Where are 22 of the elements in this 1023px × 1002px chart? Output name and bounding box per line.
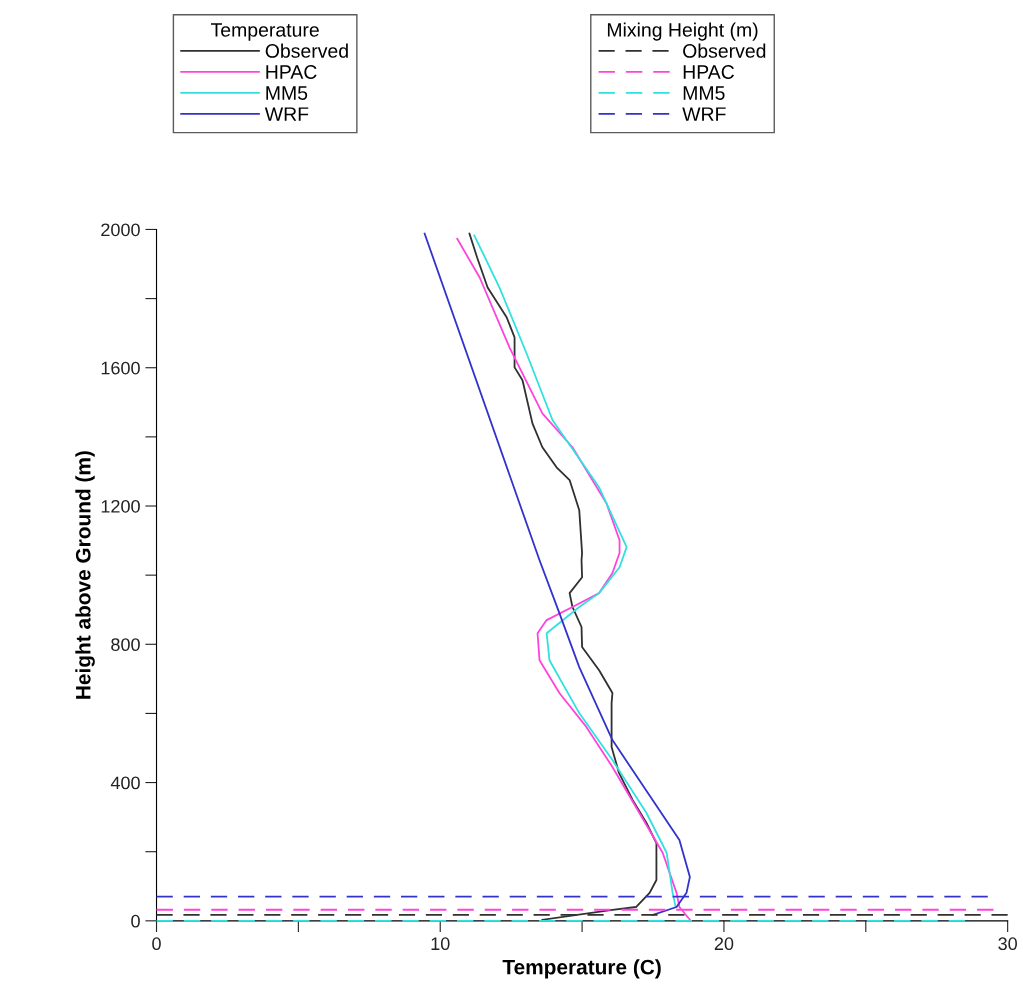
legend-label: Observed — [683, 43, 766, 58]
y-axis-title: Height above Ground (m) — [75, 451, 95, 699]
y-tick-label: 0 — [131, 914, 140, 928]
text: Temperature — [211, 23, 319, 41]
legend-label: MM5 — [683, 86, 725, 100]
legend-label: Observed — [265, 43, 348, 58]
y-tick-label: 800 — [111, 638, 140, 652]
legend-label: WRF — [264, 107, 309, 121]
x-tick-label: 0 — [152, 937, 161, 951]
x-tick-label: 10 — [431, 937, 450, 951]
x-tick-label: 30 — [998, 937, 1017, 951]
text: Mixing Height (m) — [607, 22, 758, 41]
legend-label: HPAC — [266, 65, 317, 79]
y-tick-label: 400 — [110, 776, 140, 790]
legend-label: MM5 — [266, 86, 308, 100]
x-tick-label: 20 — [714, 937, 734, 951]
legend-label: HPAC — [683, 65, 735, 79]
y-tick-label: 1600 — [101, 361, 140, 375]
legend-label: WRF — [682, 107, 726, 121]
y-tick-label: 2000 — [101, 223, 140, 237]
y-tick-label: 1200 — [101, 499, 140, 513]
x-axis-title: Temperature (C) — [502, 959, 661, 979]
